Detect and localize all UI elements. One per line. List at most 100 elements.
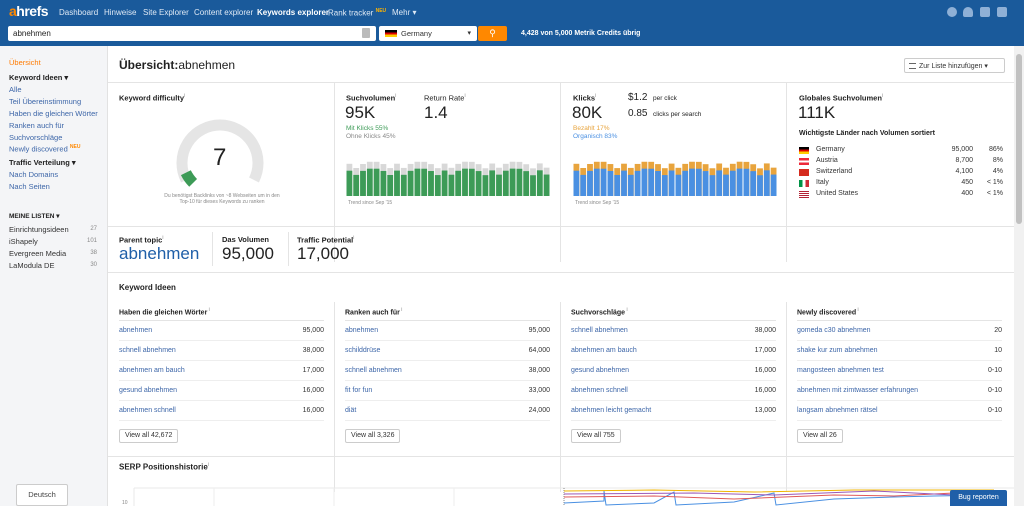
keyword-link[interactable]: langsam abnehmen rätsel (797, 407, 878, 414)
sidebar-traffic[interactable]: Traffic Verteilung ▾ (9, 158, 76, 167)
messages-icon[interactable] (980, 7, 990, 17)
keyword-row[interactable]: schnell abnehmen 38,000 (119, 341, 324, 361)
help-icon[interactable] (947, 7, 957, 17)
bug-report-button[interactable]: Bug reporten (950, 490, 1007, 506)
nav-rank-tracker[interactable]: Rank tracker NEU (328, 8, 386, 18)
trend-bar (580, 174, 587, 196)
sidebar-keyword-ideas[interactable]: Keyword Ideen ▾ (9, 73, 69, 82)
keyword-link[interactable]: abnehmen am bauch (119, 367, 185, 374)
keyword-link[interactable]: gesund abnehmen (571, 367, 629, 374)
keyword-link[interactable]: abnehmen schnell (119, 407, 176, 414)
sidebar-item-overview[interactable]: Übersicht (9, 58, 41, 67)
scrollbar[interactable] (1014, 46, 1024, 506)
nav-hinweise[interactable]: Hinweise (104, 8, 137, 17)
keyword-row[interactable]: schilddrüse 64,000 (345, 341, 550, 361)
volume-label: Suchvolumeni (346, 93, 397, 103)
country-select[interactable]: Germany ▾ (379, 26, 477, 41)
keyword-row[interactable]: abnehmen am bauch 17,000 (571, 341, 776, 361)
keyword-row[interactable]: gesund abnehmen 16,000 (571, 361, 776, 381)
keyword-volume: 17,000 (754, 347, 776, 354)
keyword-row[interactable]: abnehmen schnell 16,000 (571, 381, 776, 401)
sidebar-item-newly-discovered[interactable]: Newly discovered NEU (9, 144, 80, 154)
keyword-volume: 24,000 (528, 407, 550, 414)
divider (108, 456, 1014, 457)
country-select-value: Germany (401, 29, 432, 38)
view-all-button[interactable]: View all 42,672 (119, 429, 179, 443)
add-to-list-button[interactable]: Zur Liste hinzufügen ▾ (904, 58, 1005, 73)
sidebar-item-alle[interactable]: Alle (9, 85, 22, 94)
keyword-row[interactable]: schnell abnehmen 38,000 (345, 361, 550, 381)
keyword-link[interactable]: fit for fun (345, 387, 373, 394)
notification-bell-icon[interactable] (963, 7, 973, 17)
list-item[interactable]: LaModula DE (9, 261, 55, 270)
sidebar-item-domains[interactable]: Nach Domains (9, 170, 59, 179)
keyword-row[interactable]: gomeda c30 abnehmen 20 (797, 321, 1002, 341)
list-item[interactable]: iShapely (9, 237, 38, 246)
main-content: Übersicht:abnehmen Zur Liste hinzufügen … (108, 46, 1014, 506)
keyword-link[interactable]: gomeda c30 abnehmen (797, 327, 871, 334)
keyword-row[interactable]: abnehmen mit zimtwasser erfahrungen 0-10 (797, 381, 1002, 401)
keyword-search-input[interactable]: abnehmen (8, 26, 376, 41)
sidebar-item-teil[interactable]: Teil Übereinstimmung (9, 97, 82, 106)
nav-rank-tracker-label: Rank tracker (328, 8, 374, 18)
sidebar-lists-head[interactable]: MEINE LISTEN ▾ (9, 213, 60, 220)
trend-bar (743, 168, 750, 196)
country-share: 86% (988, 146, 1003, 153)
sidebar-item-seiten[interactable]: Nach Seiten (9, 182, 50, 191)
nav-more[interactable]: Mehr ▾ (392, 8, 416, 17)
trend-bar (523, 171, 530, 196)
keyword-link[interactable]: shake kur zum abnehmen (797, 347, 878, 354)
keyword-row[interactable]: abnehmen am bauch 17,000 (119, 361, 324, 381)
keyword-link[interactable]: schnell abnehmen (571, 327, 628, 334)
keyword-row[interactable]: abnehmen 95,000 (345, 321, 550, 341)
nav-dashboard[interactable]: Dashboard (59, 8, 99, 17)
view-all-button[interactable]: View all 755 (571, 429, 621, 443)
keyword-link[interactable]: abnehmen am bauch (571, 347, 637, 354)
ahrefs-logo[interactable]: ahrefs (9, 3, 49, 19)
keyword-row[interactable]: gesund abnehmen 16,000 (119, 381, 324, 401)
nav-site-explorer[interactable]: Site Explorer (143, 8, 189, 17)
list-item[interactable]: Evergreen Media (9, 249, 67, 258)
keyword-link[interactable]: gesund abnehmen (119, 387, 177, 394)
keyword-link[interactable]: abnehmen schnell (571, 387, 628, 394)
country-flag-icon (799, 158, 809, 165)
sidebar-item-gleiche-woerter[interactable]: Haben die gleichen Wörter (9, 109, 98, 118)
keyword-link[interactable]: abnehmen (345, 327, 379, 334)
keyword-link[interactable]: mangosteen abnehmen test (797, 367, 884, 374)
keyword-row[interactable]: fit for fun 33,000 (345, 381, 550, 401)
view-all-button[interactable]: View all 3,326 (345, 429, 401, 443)
language-button[interactable]: Deutsch (16, 484, 68, 506)
keyword-link[interactable]: schnell abnehmen (119, 347, 176, 354)
keyword-row[interactable]: mangosteen abnehmen test 0-10 (797, 361, 1002, 381)
country-name: United States (816, 190, 859, 197)
cpc-unit: per click (653, 95, 677, 102)
parent-topic-value[interactable]: abnehmen (119, 244, 200, 263)
keyword-link[interactable]: abnehmen mit zimtwasser erfahrungen (797, 387, 919, 394)
file-upload-icon[interactable] (362, 28, 370, 38)
keyword-row[interactable]: abnehmen leicht gemacht 13,000 (571, 401, 776, 421)
trend-bar (763, 170, 770, 196)
new-badge: NEU (375, 8, 387, 14)
keyword-row[interactable]: schnell abnehmen 38,000 (571, 321, 776, 341)
keyword-link[interactable]: abnehmen (119, 327, 153, 334)
keyword-link[interactable]: diät (345, 407, 357, 414)
view-all-button[interactable]: View all 26 (797, 429, 843, 443)
keyword-link[interactable]: schnell abnehmen (345, 367, 402, 374)
sidebar-item-suchvorschlaege[interactable]: Suchvorschläge (9, 133, 63, 142)
idea-column-head: Ranken auch für i (345, 307, 403, 317)
keyword-row[interactable]: abnehmen 95,000 (119, 321, 324, 341)
keyword-link[interactable]: schilddrüse (345, 347, 381, 354)
nav-content-explorer[interactable]: Content explorer (194, 8, 254, 17)
scrollbar-thumb[interactable] (1016, 54, 1022, 224)
keyword-row[interactable]: diät 24,000 (345, 401, 550, 421)
nav-keywords-explorer[interactable]: Keywords explorer (257, 8, 330, 17)
search-button[interactable]: ⚲ (478, 26, 507, 41)
trend-bar (736, 168, 743, 196)
keyword-link[interactable]: abnehmen leicht gemacht (571, 407, 652, 414)
keyword-row[interactable]: shake kur zum abnehmen 10 (797, 341, 1002, 361)
keyword-row[interactable]: abnehmen schnell 16,000 (119, 401, 324, 421)
keyword-row[interactable]: langsam abnehmen rätsel 0-10 (797, 401, 1002, 421)
sidebar-item-ranken-auch[interactable]: Ranken auch für (9, 121, 65, 130)
list-item[interactable]: Einrichtungsideen (9, 225, 69, 234)
account-icon[interactable] (997, 7, 1007, 17)
